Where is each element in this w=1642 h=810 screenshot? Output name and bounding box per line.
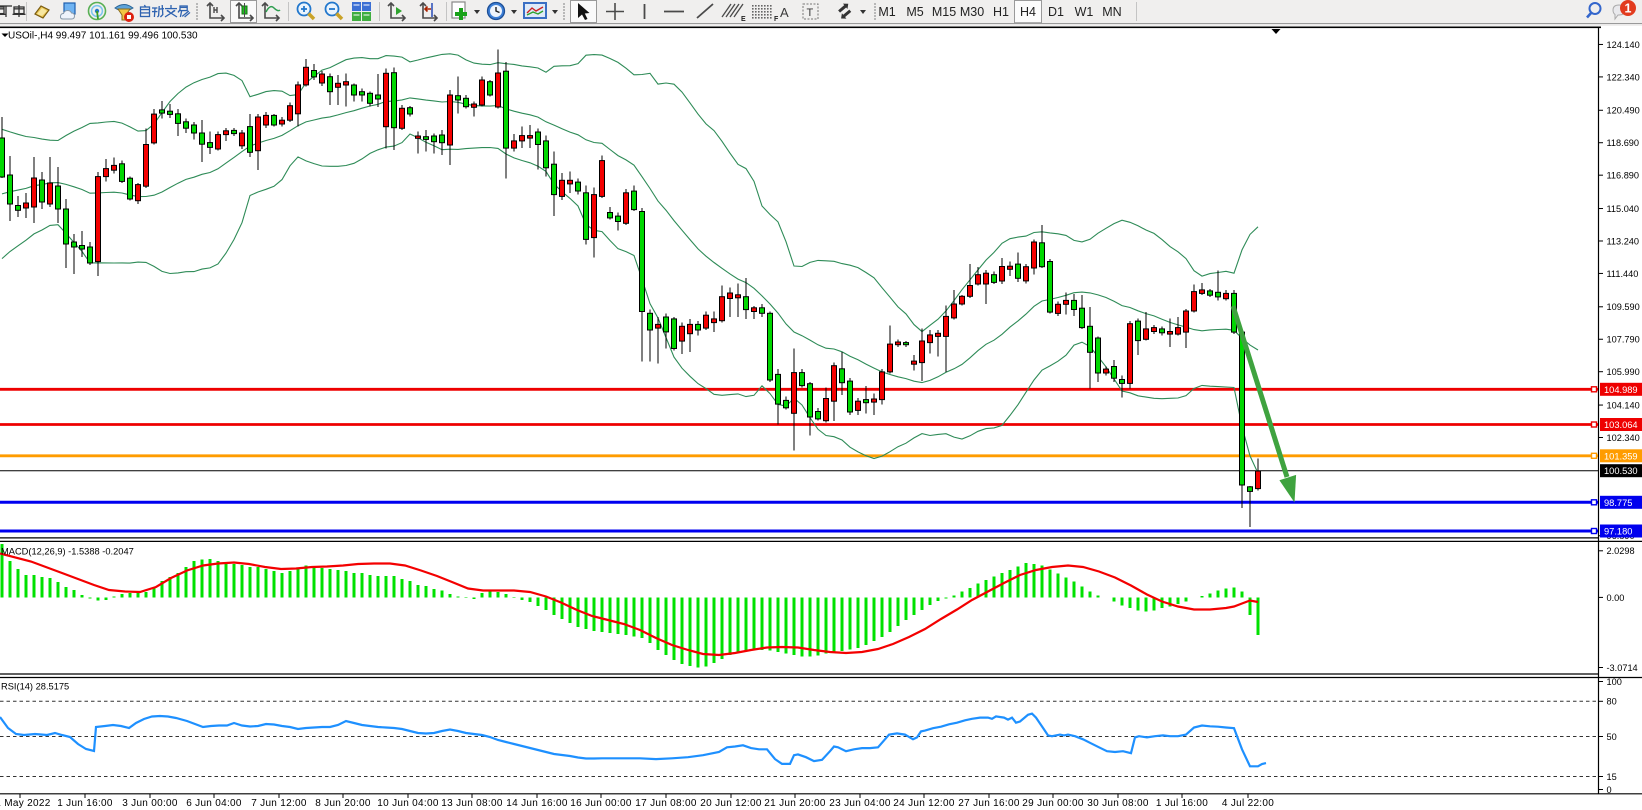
svg-text:16 Jun 00:00: 16 Jun 00:00 (570, 798, 632, 809)
svg-text:17 Jun 08:00: 17 Jun 08:00 (635, 798, 697, 809)
svg-text:M1: M1 (878, 5, 895, 19)
svg-text:23 Jun 04:00: 23 Jun 04:00 (829, 798, 891, 809)
svg-text:31 May 2022: 31 May 2022 (0, 798, 51, 809)
svg-text:15: 15 (1607, 772, 1617, 782)
svg-text:8 Jun 20:00: 8 Jun 20:00 (315, 798, 371, 809)
svg-text:2.0298: 2.0298 (1607, 546, 1635, 556)
svg-text:6 Jun 04:00: 6 Jun 04:00 (186, 798, 242, 809)
svg-text:1 Jul 16:00: 1 Jul 16:00 (1156, 798, 1208, 809)
svg-text:USOil-,H4 99.497 101.161 99.4: USOil-,H4 99.497 101.161 99.496 100.530 (8, 31, 198, 42)
svg-text:RSI(14) 28.5175: RSI(14) 28.5175 (1, 682, 69, 692)
svg-text:124.140: 124.140 (1607, 40, 1640, 50)
svg-text:M15: M15 (932, 5, 956, 19)
svg-text:A: A (780, 5, 789, 20)
svg-text:109.590: 109.590 (1607, 302, 1640, 312)
svg-text:D1: D1 (1048, 5, 1064, 19)
svg-text:30 Jun 08:00: 30 Jun 08:00 (1087, 798, 1149, 809)
svg-text:102.340: 102.340 (1607, 433, 1640, 443)
svg-text:1 Jun 16:00: 1 Jun 16:00 (57, 798, 113, 809)
svg-text:H1: H1 (993, 5, 1009, 19)
svg-text:10 Jun 04:00: 10 Jun 04:00 (377, 798, 439, 809)
svg-text:E: E (741, 16, 746, 23)
svg-text:20 Jun 12:00: 20 Jun 12:00 (700, 798, 762, 809)
svg-text:W1: W1 (1075, 5, 1094, 19)
svg-text:122.340: 122.340 (1607, 72, 1640, 82)
svg-text:98.775: 98.775 (1604, 498, 1632, 508)
svg-text:MACD(12,26,9) -1.5388 -0.2047: MACD(12,26,9) -1.5388 -0.2047 (1, 547, 134, 557)
svg-text:13 Jun 08:00: 13 Jun 08:00 (441, 798, 503, 809)
svg-text:0.00: 0.00 (1607, 593, 1625, 603)
svg-text:104.140: 104.140 (1607, 400, 1640, 410)
svg-text:27 Jun 16:00: 27 Jun 16:00 (958, 798, 1020, 809)
svg-text:-3.0714: -3.0714 (1607, 663, 1638, 673)
svg-text:103.064: 103.064 (1604, 420, 1638, 430)
svg-text:29 Jun 00:00: 29 Jun 00:00 (1022, 798, 1084, 809)
svg-text:101.359: 101.359 (1604, 451, 1638, 461)
svg-text:113.240: 113.240 (1607, 236, 1640, 246)
svg-text:M5: M5 (906, 5, 923, 19)
svg-text:0: 0 (1607, 785, 1612, 795)
svg-text:H4: H4 (1020, 5, 1036, 19)
svg-text:14 Jun 16:00: 14 Jun 16:00 (506, 798, 568, 809)
svg-text:1: 1 (1625, 2, 1632, 16)
svg-text:4 Jul 22:00: 4 Jul 22:00 (1222, 798, 1274, 809)
svg-text:120.490: 120.490 (1607, 106, 1640, 116)
svg-text:3 Jun 00:00: 3 Jun 00:00 (122, 798, 178, 809)
svg-text:118.690: 118.690 (1607, 138, 1640, 148)
svg-text:116.890: 116.890 (1607, 171, 1640, 181)
svg-text:104.989: 104.989 (1604, 385, 1638, 395)
svg-text:105.990: 105.990 (1607, 367, 1640, 377)
svg-text:80: 80 (1607, 697, 1617, 707)
svg-text:MN: MN (1102, 5, 1121, 19)
svg-text:T: T (807, 7, 814, 19)
svg-text:100.530: 100.530 (1604, 466, 1638, 476)
svg-text:100: 100 (1607, 677, 1622, 687)
svg-text:97.180: 97.180 (1604, 527, 1632, 537)
svg-text:21 Jun 20:00: 21 Jun 20:00 (764, 798, 826, 809)
svg-text:50: 50 (1607, 732, 1617, 742)
svg-text:24 Jun 12:00: 24 Jun 12:00 (893, 798, 955, 809)
svg-text:111.440: 111.440 (1607, 269, 1639, 279)
svg-text:F: F (774, 16, 779, 23)
svg-text:7 Jun 12:00: 7 Jun 12:00 (251, 798, 307, 809)
svg-text:115.040: 115.040 (1607, 204, 1640, 214)
svg-text:M30: M30 (960, 5, 984, 19)
svg-text:107.790: 107.790 (1607, 335, 1640, 345)
